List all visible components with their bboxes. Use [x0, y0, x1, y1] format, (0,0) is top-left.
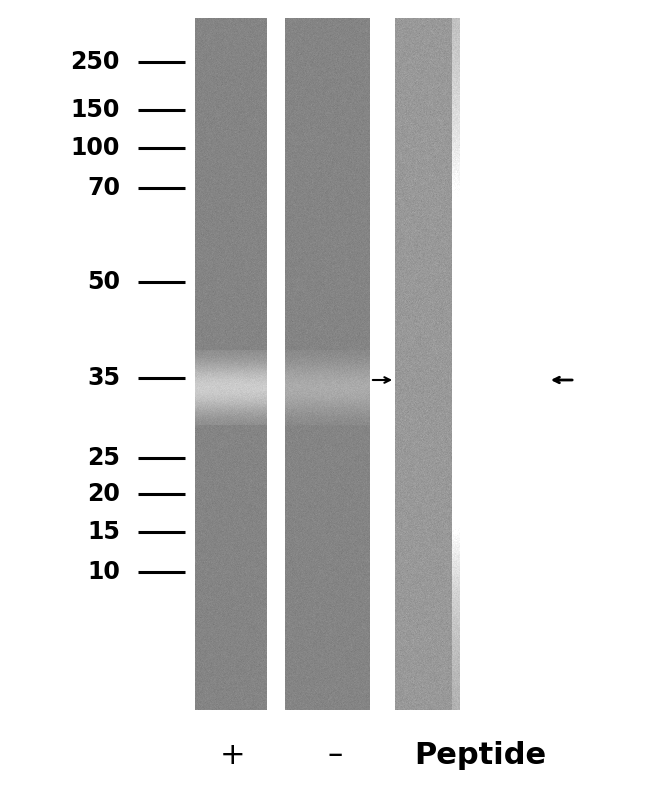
Text: 100: 100 — [71, 136, 120, 160]
Text: Peptide: Peptide — [414, 740, 546, 770]
Text: 10: 10 — [87, 560, 120, 584]
Text: +: + — [220, 740, 246, 770]
Text: 35: 35 — [87, 366, 120, 390]
Text: 150: 150 — [71, 98, 120, 122]
Text: 25: 25 — [87, 446, 120, 470]
Text: 50: 50 — [87, 270, 120, 294]
Text: 15: 15 — [87, 520, 120, 544]
Text: 70: 70 — [87, 176, 120, 200]
Text: 20: 20 — [87, 482, 120, 506]
Text: 250: 250 — [71, 50, 120, 74]
Text: –: – — [328, 740, 343, 770]
